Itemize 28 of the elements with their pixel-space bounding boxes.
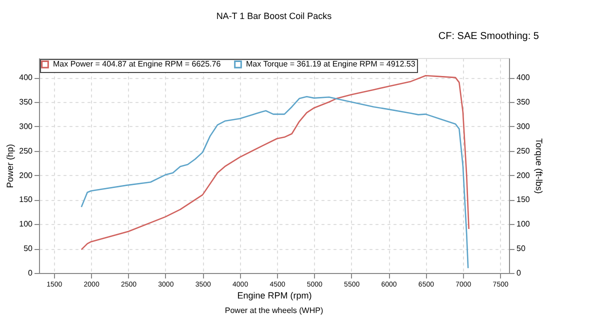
y-tick-label: 100	[19, 220, 34, 229]
y2-tick-label: 250	[516, 146, 530, 156]
y-tick-label: 400	[19, 73, 34, 82]
y-tick-label: 50	[24, 244, 34, 254]
line-series	[80, 96, 469, 269]
y2-tick-label: 150	[516, 195, 530, 204]
y2-tick-label: 300	[516, 122, 530, 131]
y2-tick-label: 400	[516, 73, 530, 82]
x-axis-title: Engine RPM (rpm)	[237, 290, 312, 300]
text: Power at the wheels (WHP)	[224, 306, 324, 315]
y-tick-label: 300	[19, 122, 34, 131]
y-tick-label: 200	[19, 170, 34, 180]
y2-axis-title: Torque (ft-lbs)	[534, 138, 544, 194]
text: CF: SAE Smoothing: 5	[438, 31, 540, 42]
y2-tick-label: 200	[516, 170, 530, 180]
y2-tick-label: 350	[516, 97, 530, 106]
chart-subtitle: NA-T 1 Bar Boost Coil Packs	[216, 11, 332, 21]
y-axis-title: Power (hp)	[5, 144, 16, 188]
y2-tick-label: 0	[516, 268, 522, 278]
legend-label: Max Power = 404.87 at Engine RPM = 6625.76	[53, 59, 222, 68]
y-tick-label: 150	[19, 195, 34, 204]
y-tick-label: 350	[19, 97, 34, 106]
y2-tick-label: 100	[516, 220, 530, 229]
legend-label: Max Torque = 361.19 at Engine RPM = 4912.53	[246, 59, 416, 68]
y-tick-label: 0	[28, 268, 34, 278]
y2-tick-label: 50	[516, 244, 526, 254]
y-tick-label: 250	[19, 146, 34, 156]
line-series	[80, 74, 470, 250]
